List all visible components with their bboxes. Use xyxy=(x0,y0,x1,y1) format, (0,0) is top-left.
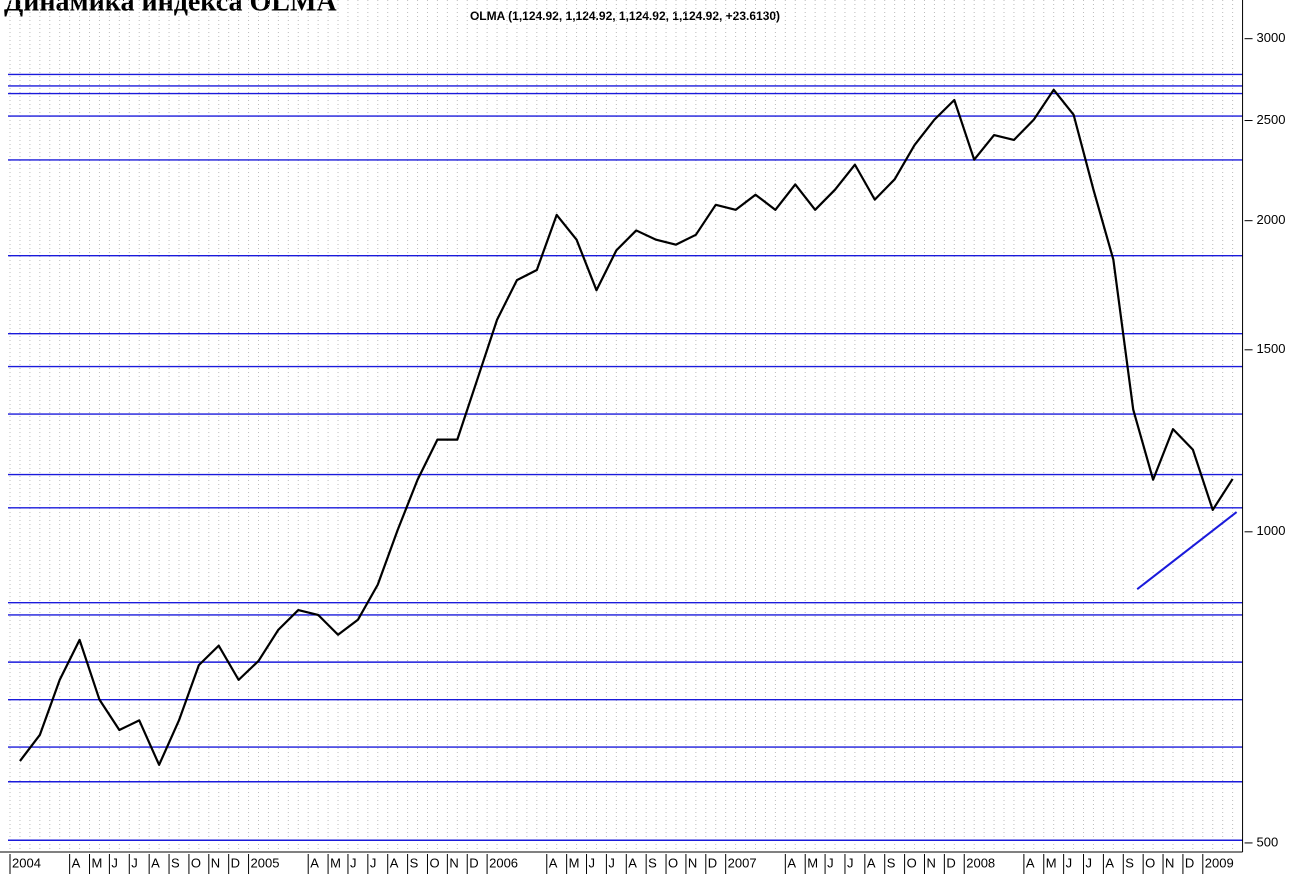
x-tick-label: J xyxy=(350,855,357,870)
x-tick-label: 2006 xyxy=(489,855,518,870)
x-tick-label: O xyxy=(907,855,917,870)
price-line xyxy=(19,88,1234,766)
x-tick-label: D xyxy=(708,855,717,870)
x-tick-label: S xyxy=(171,855,180,870)
x-tick-label: N xyxy=(926,855,935,870)
x-tick-label: 2004 xyxy=(12,855,41,870)
y-tick-label: 1500 xyxy=(1257,341,1286,356)
x-tick-label: S xyxy=(648,855,657,870)
x-tick-label: J xyxy=(847,855,854,870)
x-tick-label: J xyxy=(1066,855,1073,870)
x-tick-label: J xyxy=(131,855,138,870)
x-tick-label: N xyxy=(211,855,220,870)
x-tick-label: A xyxy=(1026,855,1035,870)
x-tick-label: J xyxy=(827,855,834,870)
y-tick-label: 1000 xyxy=(1257,523,1286,538)
x-tick-label: O xyxy=(191,855,201,870)
x-tick-label: D xyxy=(1185,855,1194,870)
x-tick-label: J xyxy=(1086,855,1093,870)
x-tick-label: A xyxy=(310,855,319,870)
x-tick-label: J xyxy=(589,855,596,870)
x-tick-label: N xyxy=(449,855,458,870)
y-tick-label: 2500 xyxy=(1257,112,1286,127)
x-tick-label: M xyxy=(807,855,818,870)
x-tick-label: A xyxy=(72,855,81,870)
chart-title: Динамика индекса OLMA xyxy=(4,0,337,17)
x-tick-label: D xyxy=(231,855,240,870)
x-tick-label: A xyxy=(390,855,399,870)
x-tick-label: A xyxy=(628,855,637,870)
x-tick-label: D xyxy=(469,855,478,870)
x-tick-label: A xyxy=(549,855,558,870)
trend-line xyxy=(1136,511,1238,590)
y-tick-label: 500 xyxy=(1257,834,1279,849)
x-tick-label: M xyxy=(330,855,341,870)
x-tick-label: 2005 xyxy=(251,855,280,870)
x-tick-label: M xyxy=(92,855,103,870)
x-tick-label: O xyxy=(1145,855,1155,870)
x-tick-label: A xyxy=(787,855,796,870)
x-tick-label: J xyxy=(111,855,118,870)
chart-subtitle: OLMA (1,124.92, 1,124.92, 1,124.92, 1,12… xyxy=(470,9,780,23)
x-tick-label: A xyxy=(1105,855,1114,870)
x-tick-label: 2008 xyxy=(966,855,995,870)
x-tick-label: N xyxy=(1165,855,1174,870)
x-tick-label: J xyxy=(608,855,615,870)
x-tick-label: A xyxy=(151,855,160,870)
x-tick-label: O xyxy=(668,855,678,870)
x-tick-label: A xyxy=(867,855,876,870)
y-tick-label: 2000 xyxy=(1257,212,1286,227)
x-tick-label: S xyxy=(1125,855,1134,870)
y-tick-label: 3000 xyxy=(1257,30,1286,45)
x-tick-label: 2009 xyxy=(1205,855,1234,870)
x-tick-label: S xyxy=(410,855,419,870)
x-tick-label: N xyxy=(688,855,697,870)
x-tick-label: J xyxy=(370,855,377,870)
x-tick-label: 2007 xyxy=(728,855,757,870)
x-tick-label: M xyxy=(569,855,580,870)
x-tick-label: M xyxy=(1046,855,1057,870)
x-tick-label: O xyxy=(429,855,439,870)
x-tick-label: S xyxy=(887,855,896,870)
x-tick-label: D xyxy=(946,855,955,870)
